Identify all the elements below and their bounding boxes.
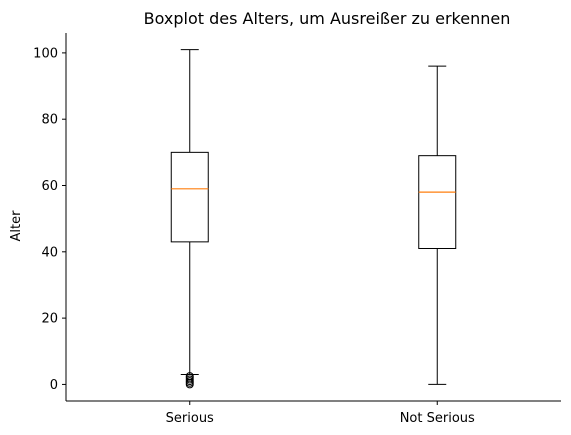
y-axis-label: Alter <box>9 210 24 242</box>
y-tick-label: 40 <box>41 245 58 260</box>
chart-title: Boxplot des Alters, um Ausreißer zu erke… <box>144 9 511 28</box>
x-tick-label: Serious <box>166 411 214 426</box>
y-tick-label: 100 <box>33 46 58 61</box>
y-tick-label: 20 <box>41 312 58 327</box>
box <box>170 151 209 243</box>
y-tick-label: 60 <box>41 179 58 194</box>
y-tick-label: 80 <box>41 113 58 128</box>
y-tick-label: 0 <box>50 378 58 393</box>
outlier-point <box>185 372 194 381</box>
box <box>418 155 457 249</box>
plot-area: 0 20 40 60 80 100 Serious Not Serious <box>33 33 561 426</box>
x-tick-label: Not Serious <box>400 411 475 426</box>
